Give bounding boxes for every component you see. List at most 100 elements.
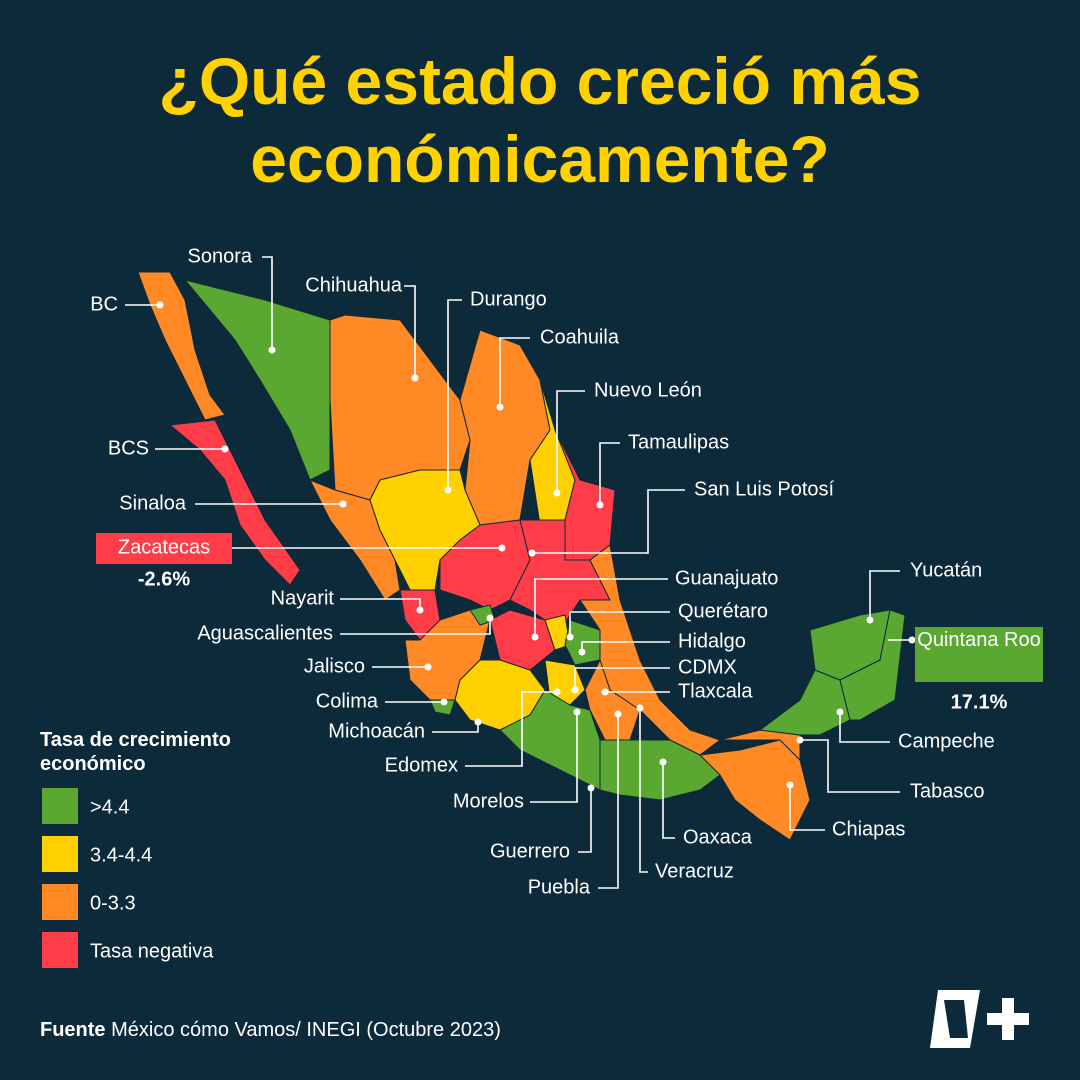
state-shape: [308, 479, 401, 601]
leader-dot: [553, 489, 561, 497]
state-label: Jalisco: [304, 655, 365, 677]
state-label: Oaxaca: [683, 826, 753, 848]
logo-n-cut: [944, 1000, 968, 1038]
state-label: Querétaro: [678, 600, 768, 622]
legend-swatch: [42, 836, 78, 872]
leader-dot: [566, 633, 574, 641]
state-label: Tabasco: [910, 780, 985, 802]
state-label: Puebla: [528, 876, 591, 898]
leader-line: [574, 667, 670, 690]
leader-dot: [474, 718, 482, 726]
state-label: Coahuila: [540, 326, 620, 348]
leader-line: [530, 712, 578, 803]
leader-line: [599, 442, 620, 505]
growth-label: -2.6%: [138, 568, 190, 590]
state-label: BCS: [108, 437, 149, 459]
map-shapes: [137, 271, 906, 841]
title: ¿Qué estado creció más económicamente?: [158, 44, 922, 196]
state-shape: [439, 519, 531, 611]
leader-dot: [440, 698, 448, 706]
state-label: Campeche: [898, 730, 995, 752]
state-label: Guanajuato: [675, 567, 778, 589]
leader-dot: [796, 736, 804, 744]
leader-line: [499, 337, 530, 407]
logo-plus-h: [987, 1013, 1029, 1025]
leader-dot: [659, 758, 667, 766]
leader-dot: [587, 784, 595, 792]
leader-dot: [553, 688, 561, 696]
leader-line: [839, 712, 890, 743]
leader-line: [578, 788, 592, 853]
state-shape: [758, 669, 851, 736]
state-label: Michoacán: [328, 720, 425, 742]
leader-dot: [573, 708, 581, 716]
state-label: San Luis Potosí: [694, 478, 835, 500]
state-label: Hidalgo: [678, 630, 746, 652]
leader-dot: [836, 708, 844, 716]
leader-dot: [636, 704, 644, 712]
state-label: Chiapas: [832, 818, 905, 840]
leader-dot: [411, 374, 419, 382]
state-label: Aguascalientes: [197, 622, 333, 644]
state-label: Guerrero: [490, 840, 570, 862]
zacatecas-box: [96, 533, 232, 564]
leader-line: [534, 578, 668, 637]
leader-dot: [496, 403, 504, 411]
state-label: Edomex: [385, 754, 458, 776]
leader-dot: [866, 616, 874, 624]
legend-title: Tasa de crecimiento económico: [40, 729, 231, 775]
leader-line: [432, 722, 479, 733]
state-label: Sinaloa: [119, 492, 187, 514]
leader-line: [340, 618, 491, 635]
state-label: Yucatán: [910, 559, 982, 581]
leader-dot: [578, 648, 586, 656]
state-shape: [584, 658, 641, 741]
legend-swatch: [42, 884, 78, 920]
leader-dot: [268, 346, 276, 354]
source-text: México cómo Vamos/ INEGI (Octubre 2023): [111, 1019, 501, 1041]
leader-line: [639, 708, 648, 873]
state-label: Tlaxcala: [678, 680, 753, 702]
source: Fuente México cómo Vamos/ INEGI (Octubre…: [40, 1019, 501, 1042]
leader-dot: [339, 500, 347, 508]
state-label: BC: [90, 293, 118, 315]
legend-swatch: [42, 788, 78, 824]
leader-dot: [486, 614, 494, 622]
leader-line: [789, 785, 825, 831]
legend-label: 0-3.3: [90, 892, 136, 914]
state-label: Zacatecas: [118, 536, 210, 558]
state-label: Durango: [470, 288, 547, 310]
state-shape: [839, 609, 906, 721]
state-shape: [499, 689, 601, 791]
leader-dot: [571, 686, 579, 694]
legend-label: Tasa negativa: [90, 940, 214, 962]
growth-label: 17.1%: [951, 691, 1008, 713]
leader-dot: [786, 781, 794, 789]
leader-dot: [614, 710, 622, 718]
legend-swatch: [42, 932, 78, 968]
leader-dot: [531, 633, 539, 641]
leader-dot: [156, 301, 164, 309]
state-shape: [599, 739, 721, 801]
leader-line: [447, 299, 462, 490]
source-label: Fuente: [40, 1019, 106, 1041]
legend-label: 3.4-4.4: [90, 844, 152, 866]
state-shape: [719, 729, 801, 762]
leader-line: [465, 691, 557, 767]
leader-dot: [416, 606, 424, 614]
state-label: Tamaulipas: [628, 431, 729, 453]
leader-dot: [528, 549, 536, 557]
leader-line: [262, 256, 273, 350]
leader-line: [800, 739, 900, 793]
leader-line: [532, 489, 685, 554]
state-label: Colima: [316, 690, 379, 712]
state-shape: [137, 271, 226, 421]
leader-dot: [601, 688, 609, 696]
leader-line: [662, 762, 675, 839]
leader-dot: [221, 445, 229, 453]
state-shape: [168, 419, 301, 586]
leader-dot: [908, 636, 916, 644]
leader-line: [569, 611, 670, 637]
state-label: Nuevo León: [594, 379, 702, 401]
